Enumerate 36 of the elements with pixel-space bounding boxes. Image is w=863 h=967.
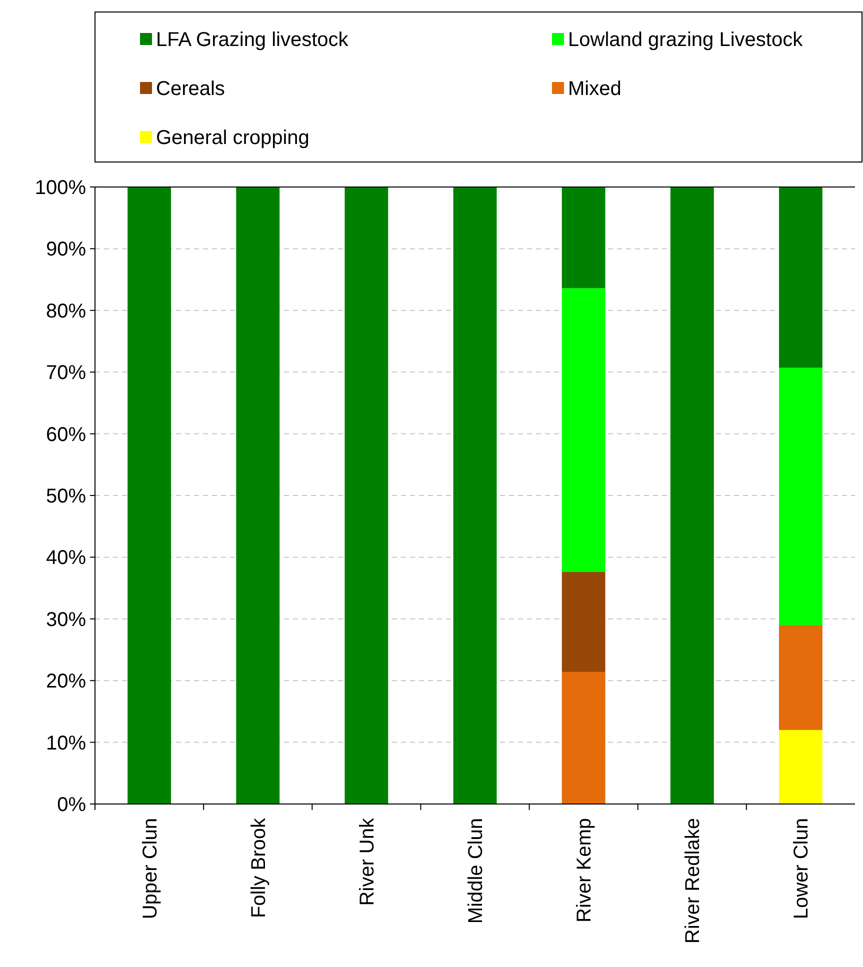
y-tick-label: 40% bbox=[46, 547, 86, 570]
bar bbox=[344, 187, 388, 804]
x-tick-label: Lower Clun bbox=[790, 818, 813, 920]
legend-label: LFA Grazing livestock bbox=[156, 29, 350, 51]
x-tick-label: River Redlake bbox=[682, 818, 704, 944]
x-tick-label: Middle Clun bbox=[465, 818, 487, 924]
x-tick-label: Folly Brook bbox=[248, 817, 270, 918]
bar bbox=[128, 187, 171, 804]
bar bbox=[562, 187, 606, 288]
bar bbox=[453, 187, 497, 804]
bar bbox=[562, 672, 606, 804]
y-tick-label: 100% bbox=[34, 177, 86, 199]
x-tick-label: River Kemp bbox=[574, 818, 596, 922]
y-tick-label: 30% bbox=[46, 608, 86, 631]
y-tick-label: 80% bbox=[46, 300, 86, 322]
y-tick-label: 20% bbox=[46, 670, 86, 693]
y-tick-label: 70% bbox=[46, 362, 86, 384]
x-tick-label: Upper Clun bbox=[139, 818, 162, 920]
legend-label: Mixed bbox=[568, 78, 622, 100]
legend-label: Cereals bbox=[156, 78, 225, 100]
bar bbox=[779, 730, 822, 804]
bar bbox=[779, 368, 822, 626]
bar bbox=[779, 625, 822, 730]
x-tick-label: River Unk bbox=[356, 817, 378, 906]
y-tick-label: 10% bbox=[46, 732, 86, 754]
bar bbox=[236, 187, 280, 804]
legend-label: General cropping bbox=[156, 127, 310, 149]
y-tick-label: 50% bbox=[46, 486, 86, 508]
bar bbox=[670, 187, 714, 804]
y-tick-label: 0% bbox=[57, 794, 86, 816]
y-tick-label: 60% bbox=[46, 424, 86, 446]
bar bbox=[562, 572, 606, 672]
bar bbox=[562, 288, 606, 572]
y-tick-label: 90% bbox=[46, 238, 86, 261]
bar bbox=[779, 187, 822, 368]
legend-label: Lowland grazing Livestock bbox=[568, 29, 804, 51]
